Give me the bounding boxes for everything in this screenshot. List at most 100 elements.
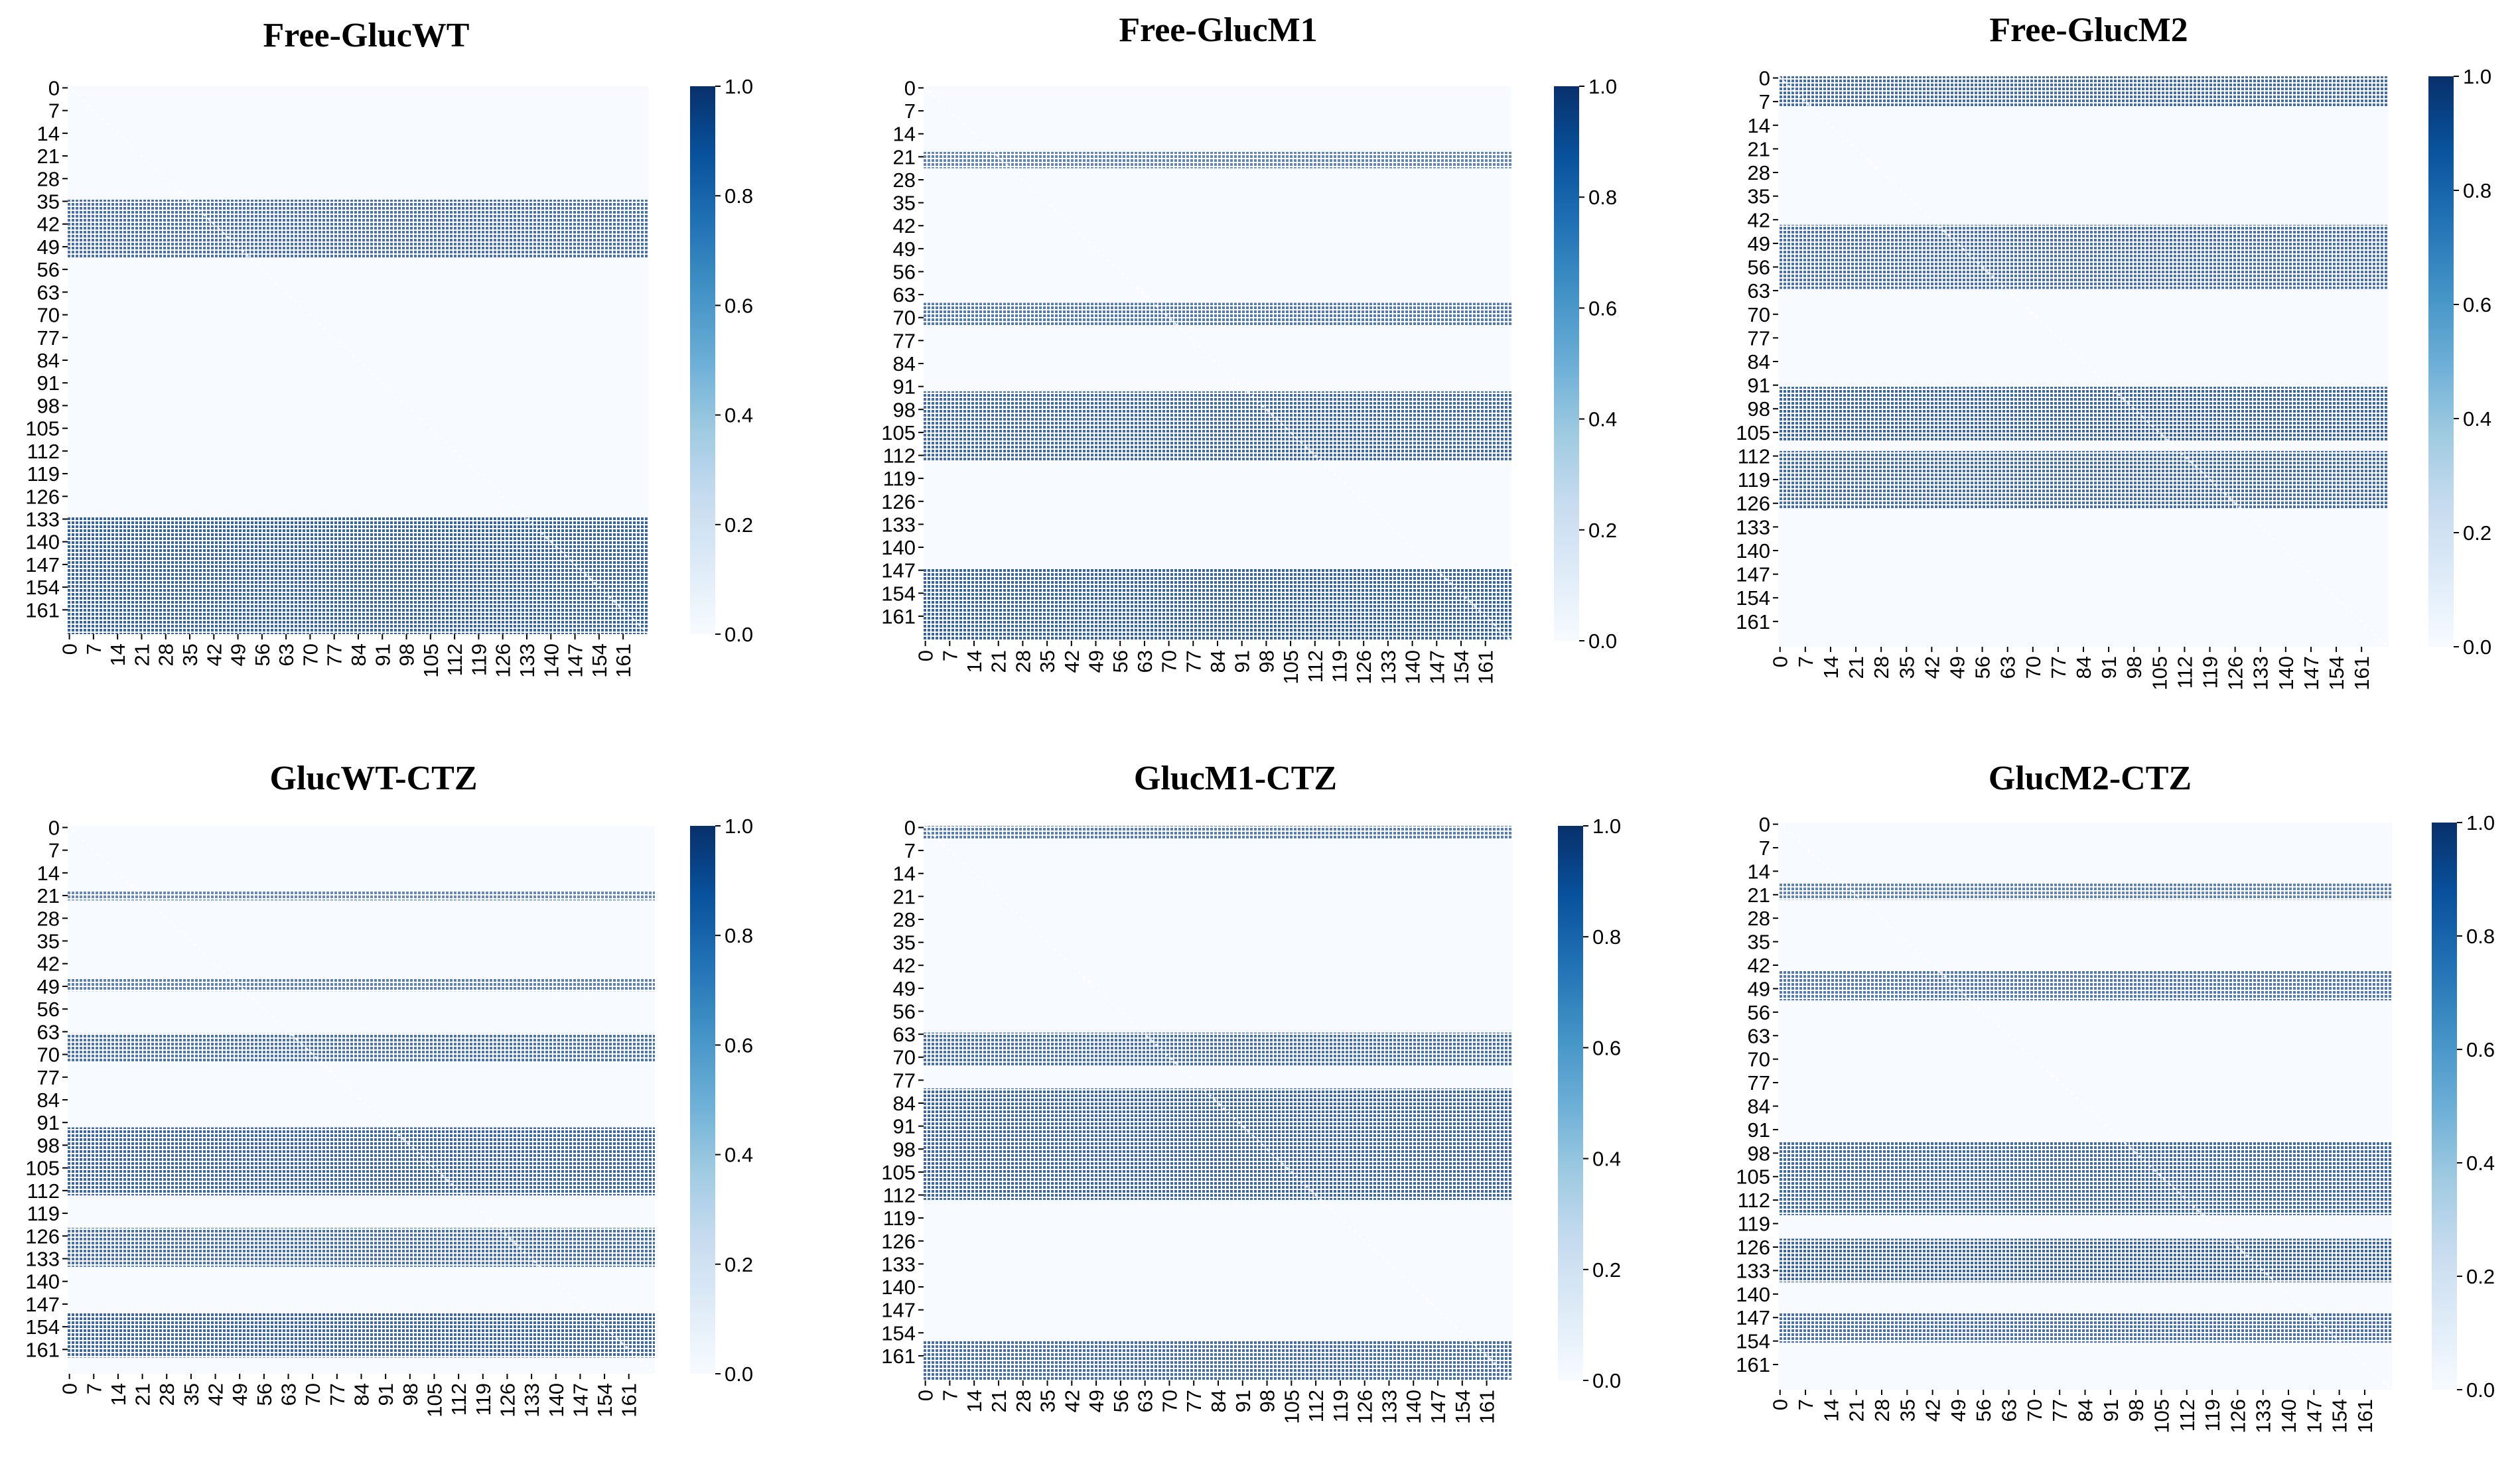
x-tick-label: 49: [1945, 656, 1969, 679]
y-tick-label: 98: [37, 394, 60, 417]
y-tick-label: 28: [1748, 161, 1770, 184]
colorbar-tick-label: 0.6: [725, 1033, 753, 1057]
x-tick-label: 161: [1476, 1390, 1499, 1424]
x-tick-label: 70: [301, 1383, 324, 1406]
x-tick-label: 140: [545, 1383, 568, 1418]
x-tick-label: 147: [2302, 1399, 2326, 1433]
heatmap-panel: Free-GlucWT07142128354249566370778491981…: [25, 17, 753, 678]
y-tick-label: 7: [48, 100, 60, 123]
x-tick-label: 91: [2099, 1399, 2123, 1422]
y-tick-label: 0: [904, 76, 916, 100]
contact-band: [924, 391, 1511, 460]
x-tick-label: 63: [1998, 1399, 2021, 1422]
colorbar-tick-label: 0.4: [1592, 1148, 1621, 1171]
x-tick-label: 112: [2176, 1399, 2199, 1431]
x-tick-label: 133: [516, 643, 539, 678]
y-tick-label: 35: [1748, 931, 1770, 954]
x-tick-label: 140: [539, 643, 563, 678]
colorbar-tick-label: 0.8: [2463, 179, 2491, 202]
colorbar-tick-label: 0.0: [725, 623, 753, 646]
x-tick-label: 77: [323, 643, 346, 666]
y-tick-label: 105: [1736, 1165, 1770, 1189]
contact-band: [924, 1341, 1513, 1380]
x-tick-label: 84: [2072, 656, 2095, 679]
y-tick-label: 154: [25, 576, 60, 599]
y-tick-label: 70: [37, 1043, 60, 1067]
y-tick-label: 49: [1748, 232, 1770, 255]
contact-band: [1778, 1141, 2392, 1215]
x-tick-label: 56: [1109, 1390, 1133, 1412]
x-tick-label: 14: [107, 1383, 130, 1406]
x-tick-label: 42: [1920, 656, 1943, 679]
y-tick-label: 28: [37, 907, 60, 930]
y-tick-label: 147: [881, 1299, 916, 1322]
x-tick-label: 70: [1158, 650, 1181, 673]
colorbar-tick-label: 0.4: [2466, 1152, 2495, 1175]
colorbar: [2428, 76, 2454, 647]
y-tick-label: 91: [1748, 374, 1770, 397]
x-tick-label: 154: [588, 643, 611, 678]
colorbar-tick-label: 0.4: [1588, 408, 1617, 431]
y-tick-label: 56: [1748, 1001, 1770, 1024]
contact-band: [1778, 387, 2389, 441]
y-tick-label: 119: [27, 1202, 60, 1225]
y-tick-label: 42: [1748, 954, 1770, 977]
x-tick-label: 147: [569, 1383, 592, 1418]
contact-band: [924, 1088, 1513, 1200]
y-tick-label: 147: [25, 553, 60, 576]
x-tick-label: 21: [1845, 1399, 1868, 1422]
y-tick-label: 84: [893, 1092, 916, 1115]
y-tick-label: 126: [881, 1230, 916, 1253]
panel-title: GlucM1-CTZ: [1134, 760, 1337, 797]
y-tick-label: 21: [1748, 884, 1770, 907]
x-tick-label: 105: [1279, 650, 1302, 685]
colorbar-tick-label: 0.6: [725, 294, 753, 317]
colorbar: [1558, 826, 1583, 1380]
y-tick-label: 56: [1748, 256, 1770, 279]
x-tick-label: 154: [1450, 650, 1473, 685]
y-tick-label: 14: [893, 862, 916, 886]
x-tick-label: 35: [1036, 1390, 1060, 1412]
colorbar-tick-label: 0.2: [725, 513, 753, 537]
colorbar-tick-label: 1.0: [725, 815, 753, 838]
x-tick-label: 161: [2353, 1399, 2377, 1433]
x-tick-label: 147: [1425, 650, 1448, 685]
x-tick-label: 119: [1329, 1390, 1352, 1422]
x-tick-label: 77: [2048, 1399, 2071, 1422]
x-tick-label: 133: [520, 1383, 543, 1418]
x-tick-label: 63: [277, 1383, 301, 1406]
y-tick-label: 63: [893, 1023, 916, 1046]
x-tick-label: 112: [447, 1383, 470, 1416]
x-tick-label: 154: [2325, 656, 2348, 691]
x-tick-label: 140: [1402, 1390, 1425, 1424]
y-tick-label: 140: [881, 1276, 916, 1299]
y-tick-label: 21: [37, 145, 60, 168]
x-tick-label: 119: [1328, 650, 1351, 683]
x-tick-label: 0: [1769, 656, 1792, 667]
y-tick-label: 21: [1748, 137, 1770, 161]
y-tick-label: 0: [48, 76, 60, 100]
x-tick-label: 161: [2350, 656, 2373, 691]
contact-band: [924, 1032, 1513, 1066]
x-tick-label: 84: [347, 643, 370, 666]
x-tick-label: 77: [2047, 656, 2070, 679]
x-tick-label: 28: [1011, 650, 1034, 673]
y-tick-label: 140: [881, 536, 916, 559]
colorbar: [690, 826, 715, 1374]
x-tick-label: 35: [1036, 650, 1059, 673]
y-tick-label: 77: [37, 326, 60, 350]
y-tick-label: 91: [37, 371, 60, 395]
y-tick-label: 0: [1759, 67, 1770, 90]
x-tick-label: 21: [131, 1383, 155, 1406]
x-tick-label: 119: [472, 1383, 495, 1416]
x-tick-label: 0: [914, 650, 938, 661]
x-tick-label: 105: [419, 643, 443, 678]
diagonal-line: [66, 825, 656, 1375]
y-tick-label: 161: [881, 1345, 916, 1368]
x-tick-label: 49: [1085, 650, 1108, 673]
x-tick-label: 77: [326, 1383, 349, 1406]
x-tick-label: 161: [618, 1383, 641, 1418]
y-tick-label: 84: [1748, 1095, 1770, 1118]
x-tick-label: 56: [1109, 650, 1132, 673]
